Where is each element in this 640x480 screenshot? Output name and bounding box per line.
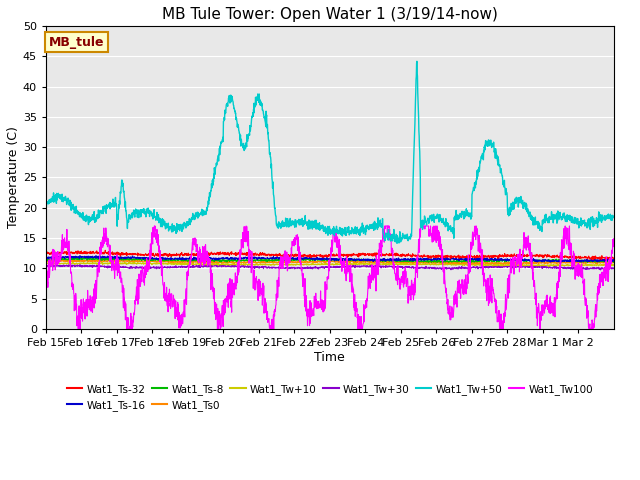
Wat1_Tw+10 (594, 262, 602, 267)
Wat1_Tw100 (490, 290, 497, 296)
Wat1_Ts-16 (71, 255, 79, 261)
Line: Wat1_Ts0: Wat1_Ts0 (46, 260, 614, 264)
Wat1_Tw100 (610, 236, 618, 241)
Line: Wat1_Ts-32: Wat1_Ts-32 (46, 251, 614, 260)
Wat1_Tw+30 (71, 264, 79, 270)
Legend: Wat1_Ts-32, Wat1_Ts-16, Wat1_Ts-8, Wat1_Ts0, Wat1_Tw+10, Wat1_Tw+30, Wat1_Tw+50,: Wat1_Ts-32, Wat1_Ts-16, Wat1_Ts-8, Wat1_… (63, 380, 597, 415)
Wat1_Tw100 (594, 283, 602, 289)
Wat1_Ts-16 (594, 258, 602, 264)
Wat1_Ts-8 (319, 258, 326, 264)
Wat1_Ts0 (71, 259, 79, 264)
Wat1_Tw+50 (71, 207, 79, 213)
Wat1_Ts-16 (490, 256, 497, 262)
Wat1_Ts-8 (594, 259, 602, 265)
Wat1_Tw+30 (610, 266, 618, 272)
Wat1_Ts-16 (42, 255, 50, 261)
Line: Wat1_Tw+30: Wat1_Tw+30 (46, 264, 614, 270)
Wat1_Tw+30 (76, 262, 84, 267)
Wat1_Tw+10 (545, 264, 552, 270)
Wat1_Ts-8 (303, 256, 311, 262)
Wat1_Tw+50 (610, 214, 618, 219)
Wat1_Tw+50 (413, 59, 420, 64)
Wat1_Ts-32 (594, 255, 602, 261)
Wat1_Tw+50 (318, 225, 326, 231)
Wat1_Tw+30 (319, 264, 326, 270)
Wat1_Tw+10 (71, 261, 79, 266)
Wat1_Ts-32 (101, 248, 109, 253)
Wat1_Tw+50 (42, 199, 50, 205)
Line: Wat1_Ts-8: Wat1_Ts-8 (46, 258, 614, 263)
Wat1_Tw+30 (593, 265, 601, 271)
Wat1_Tw+10 (303, 261, 311, 267)
Text: MB_tule: MB_tule (49, 36, 104, 48)
Wat1_Ts-32 (602, 257, 610, 263)
Wat1_Ts0 (42, 259, 50, 264)
Wat1_Ts0 (319, 258, 326, 264)
Wat1_Ts-8 (610, 259, 618, 265)
Wat1_Ts-32 (319, 253, 326, 259)
Wat1_Ts0 (594, 260, 602, 265)
Wat1_Ts-8 (95, 255, 102, 261)
Wat1_Ts-8 (42, 257, 50, 263)
Wat1_Tw+10 (42, 261, 50, 266)
Wat1_Ts0 (114, 257, 122, 263)
Wat1_Tw+50 (490, 139, 497, 145)
Wat1_Ts0 (490, 261, 497, 266)
Wat1_Tw+30 (490, 264, 497, 270)
Line: Wat1_Tw+50: Wat1_Tw+50 (46, 61, 614, 243)
Wat1_Ts-32 (42, 250, 50, 256)
Wat1_Tw100 (71, 293, 79, 299)
Wat1_Ts-8 (490, 258, 497, 264)
Wat1_Ts-16 (578, 259, 586, 265)
Wat1_Tw+10 (594, 262, 602, 267)
Wat1_Ts-32 (593, 255, 601, 261)
Wat1_Ts-32 (610, 256, 618, 262)
Wat1_Tw+10 (113, 259, 120, 265)
Wat1_Tw+50 (594, 225, 602, 230)
Wat1_Tw100 (150, 223, 158, 229)
Line: Wat1_Ts-16: Wat1_Ts-16 (46, 256, 614, 262)
Wat1_Tw100 (594, 297, 602, 303)
Wat1_Tw+50 (393, 240, 401, 246)
Y-axis label: Temperature (C): Temperature (C) (7, 127, 20, 228)
Wat1_Ts-16 (594, 259, 602, 265)
Wat1_Ts-8 (433, 260, 441, 265)
Line: Wat1_Tw+10: Wat1_Tw+10 (46, 262, 614, 267)
Wat1_Tw+30 (597, 267, 605, 273)
Line: Wat1_Tw100: Wat1_Tw100 (46, 226, 614, 329)
Wat1_Ts-32 (71, 250, 79, 256)
Wat1_Ts0 (303, 259, 311, 264)
Wat1_Ts-16 (319, 255, 326, 261)
Wat1_Ts0 (594, 260, 602, 266)
Wat1_Tw+30 (594, 265, 602, 271)
Wat1_Tw+30 (303, 264, 311, 270)
Wat1_Tw+10 (490, 263, 497, 268)
Wat1_Tw+50 (594, 218, 602, 224)
Wat1_Tw+10 (610, 262, 618, 267)
Wat1_Ts-8 (71, 255, 79, 261)
Wat1_Tw+50 (303, 223, 311, 228)
Wat1_Ts-32 (303, 252, 311, 258)
Wat1_Ts-16 (76, 253, 84, 259)
Wat1_Tw+10 (319, 261, 326, 267)
Wat1_Ts0 (610, 259, 618, 264)
Wat1_Tw100 (74, 326, 82, 332)
X-axis label: Time: Time (314, 351, 345, 364)
Wat1_Tw100 (303, 323, 311, 329)
Wat1_Ts0 (500, 262, 508, 267)
Wat1_Tw+30 (42, 264, 50, 269)
Wat1_Ts-16 (303, 256, 311, 262)
Wat1_Ts-32 (490, 253, 497, 259)
Wat1_Tw100 (319, 298, 326, 303)
Title: MB Tule Tower: Open Water 1 (3/19/14-now): MB Tule Tower: Open Water 1 (3/19/14-now… (162, 7, 498, 22)
Wat1_Ts-16 (610, 257, 618, 263)
Wat1_Ts-8 (594, 258, 602, 264)
Wat1_Tw100 (42, 294, 50, 300)
